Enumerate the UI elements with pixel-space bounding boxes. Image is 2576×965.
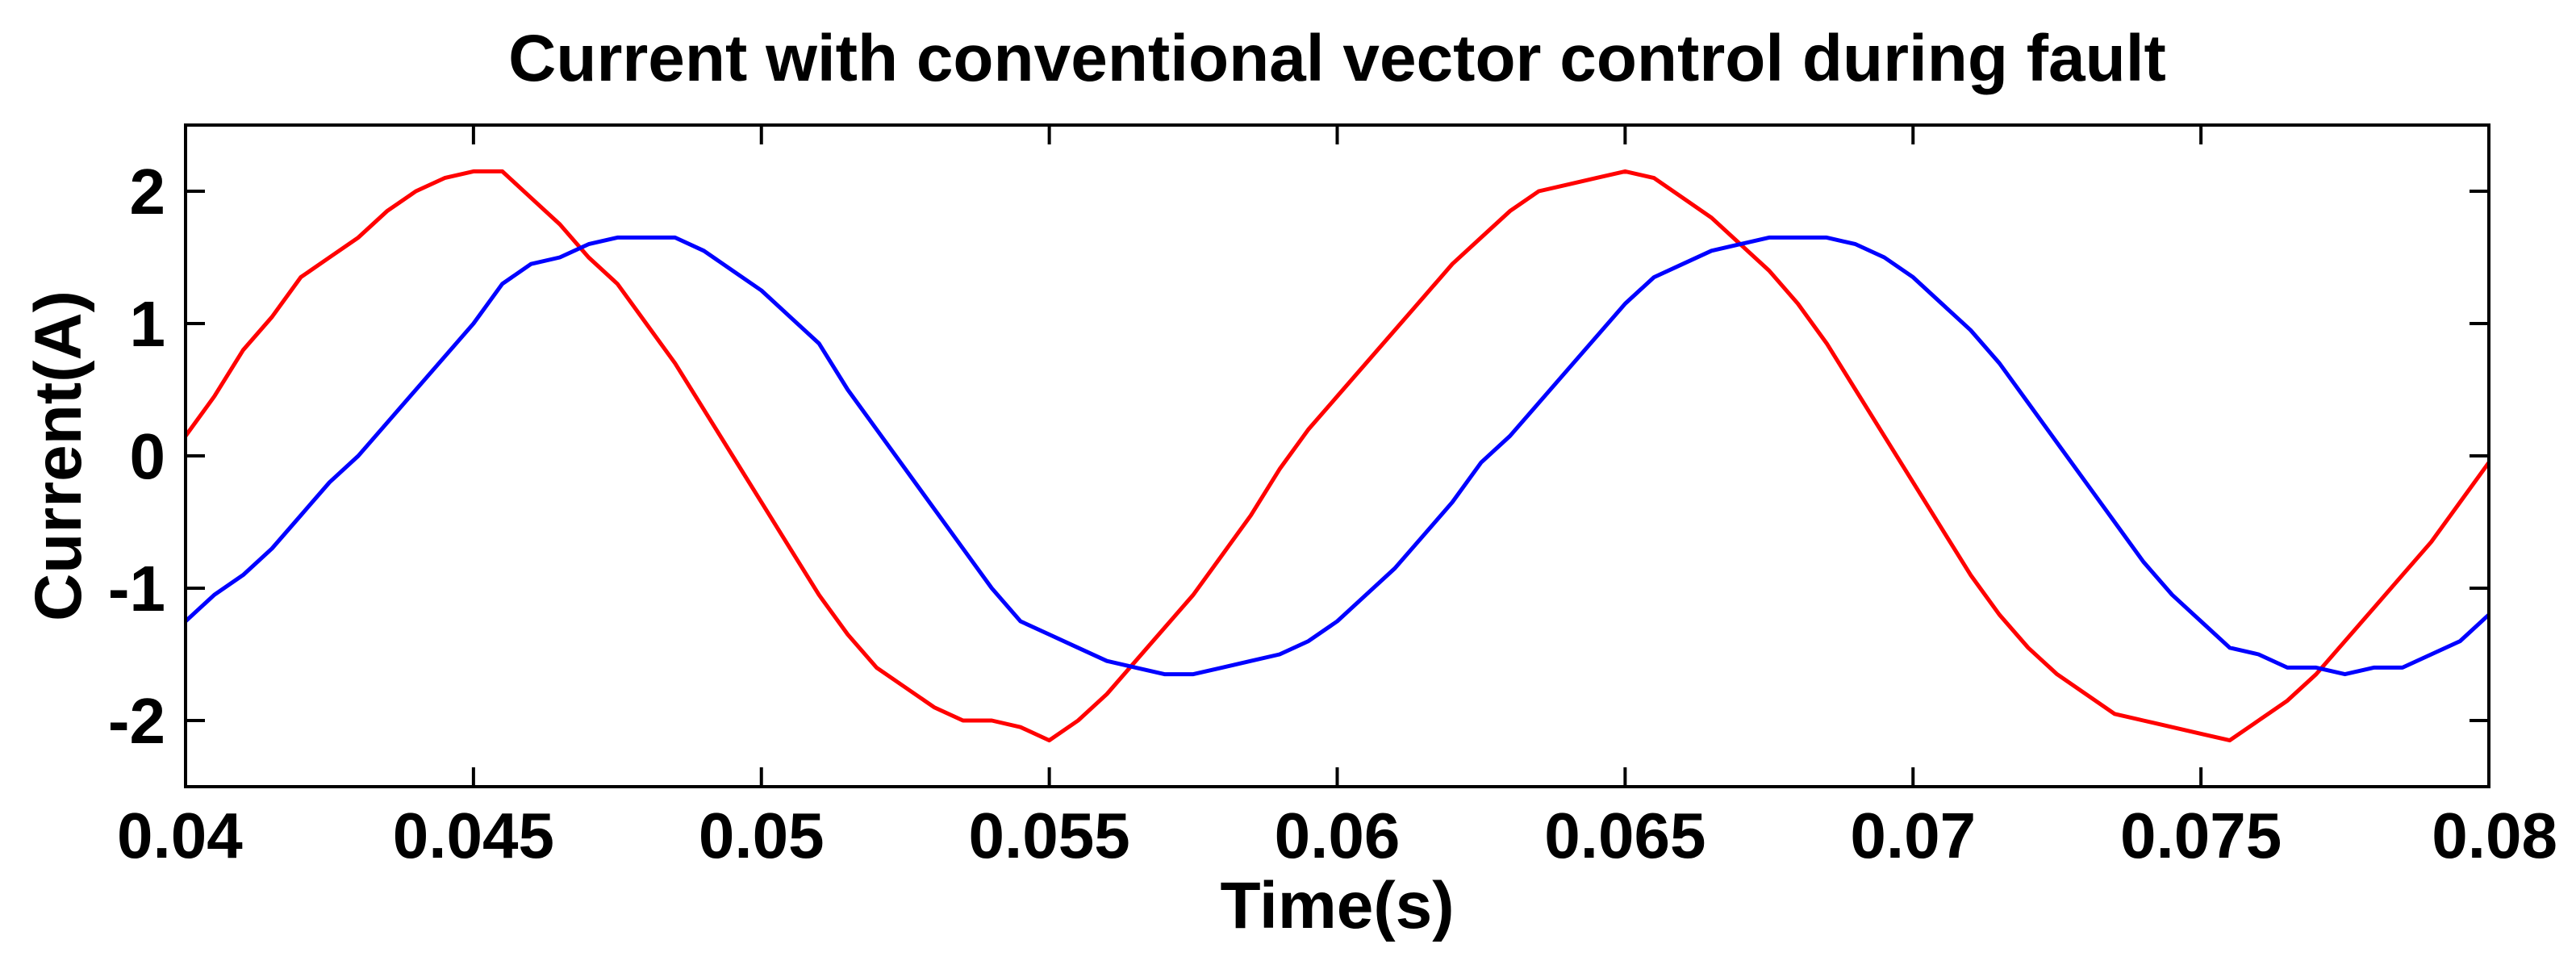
series-line-phase-red [183,169,2491,743]
y-tick-label: -1 [108,553,165,625]
tick-layer: 0.04 0.045 0.05 0.055 0.06 0.065 0.07 0.075 0.08… [108,125,2557,871]
x-axis-label: Time(s) [1220,869,1454,942]
y-tick-label: 2 [130,156,166,228]
x-tick-label: 0.04 [117,800,243,871]
y-axis-label: Current(A) [22,290,95,621]
x-tick-label: 0.055 [969,800,1130,871]
x-tick-label: 0.065 [1544,800,1706,871]
y-tick-label: -2 [108,685,165,757]
y-tick-label: 1 [130,288,166,360]
x-tick-label: 0.045 [393,800,554,871]
plot-area [186,125,2489,787]
x-tick-label: 0.075 [2120,800,2282,871]
x-tick-label: 0.06 [1275,800,1401,871]
chart-title: Current with conventional vector control… [508,22,2166,95]
y-tick-label: 0 [130,420,166,492]
x-tick-label: 0.08 [2432,800,2557,871]
x-tick-label: 0.07 [1850,800,1976,871]
x-tick-label: 0.05 [699,800,825,871]
series-line-phase-blue [184,235,2490,677]
series-layer [183,169,2491,743]
